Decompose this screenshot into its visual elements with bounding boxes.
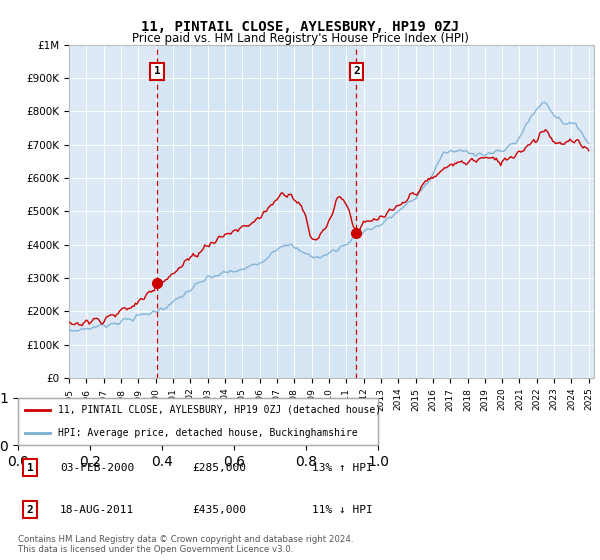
Text: HPI: Average price, detached house, Buckinghamshire: HPI: Average price, detached house, Buck… xyxy=(58,428,357,438)
Text: Price paid vs. HM Land Registry's House Price Index (HPI): Price paid vs. HM Land Registry's House … xyxy=(131,32,469,45)
Text: 13% ↑ HPI: 13% ↑ HPI xyxy=(312,463,373,473)
Text: £285,000: £285,000 xyxy=(192,463,246,473)
Text: £435,000: £435,000 xyxy=(192,505,246,515)
Text: 1: 1 xyxy=(26,463,34,473)
Bar xyxy=(157,45,356,378)
Text: 2: 2 xyxy=(353,67,359,77)
Text: 11, PINTAIL CLOSE, AYLESBURY, HP19 0ZJ: 11, PINTAIL CLOSE, AYLESBURY, HP19 0ZJ xyxy=(141,20,459,34)
Text: 18-AUG-2011: 18-AUG-2011 xyxy=(60,505,134,515)
Text: 11% ↓ HPI: 11% ↓ HPI xyxy=(312,505,373,515)
Text: 2: 2 xyxy=(26,505,34,515)
Text: Contains HM Land Registry data © Crown copyright and database right 2024.
This d: Contains HM Land Registry data © Crown c… xyxy=(18,535,353,554)
Text: 1: 1 xyxy=(154,67,160,77)
Text: 11, PINTAIL CLOSE, AYLESBURY, HP19 0ZJ (detached house): 11, PINTAIL CLOSE, AYLESBURY, HP19 0ZJ (… xyxy=(58,404,381,414)
Text: 03-FEB-2000: 03-FEB-2000 xyxy=(60,463,134,473)
